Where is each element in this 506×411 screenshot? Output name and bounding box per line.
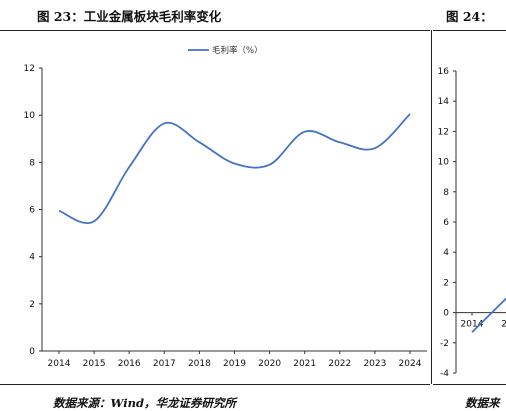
figure-divider: [431, 30, 432, 384]
right-y-tick-label: 2: [443, 278, 449, 288]
legend-label: 毛利率（%）: [212, 45, 263, 56]
left-x-tick-label: 2020: [258, 359, 281, 369]
right-y-tick-label: 4: [443, 248, 449, 258]
left-x-tick-label: 2024: [399, 359, 422, 369]
left-x-tick-label: 2015: [83, 359, 106, 369]
right-x-tick-label: 2014: [461, 320, 484, 330]
right-y-tick-label: -2: [440, 339, 449, 349]
right-y-tick-label: 10: [438, 158, 450, 168]
right-x-tick-label: 20: [501, 320, 506, 330]
left-x-tick-label: 2022: [328, 359, 351, 369]
left-x-tick-label: 2016: [118, 359, 141, 369]
left-y-tick-label: 8: [29, 158, 35, 168]
right-y-tick-label: 8: [443, 188, 449, 198]
right-figure-title: 图 24：: [446, 9, 493, 24]
left-figure-title: 图 23：工业金属板块毛利率变化: [37, 9, 222, 24]
left-source-note: 数据来源：Wind，华龙证券研究所: [53, 396, 236, 410]
left-x-tick-label: 2019: [223, 359, 246, 369]
right-y-tick-label: 14: [438, 97, 450, 107]
left-x-tick-label: 2017: [153, 359, 176, 369]
left-y-tick-label: 0: [29, 347, 35, 357]
left-y-tick-label: 2: [29, 300, 35, 310]
right-y-tick-label: 6: [443, 218, 449, 228]
left-x-tick-label: 2021: [293, 359, 316, 369]
bottom-rule-right: [433, 384, 506, 385]
left-y-tick-label: 4: [29, 253, 35, 263]
bottom-rule-left: [0, 384, 430, 385]
right-y-tick-label: -4: [440, 369, 449, 379]
left-x-tick-label: 2014: [48, 359, 71, 369]
right-series-line: [471, 297, 506, 333]
left-y-tick-label: 10: [24, 111, 36, 121]
right-y-tick-label: 16: [438, 67, 450, 77]
right-y-tick-label: 0: [443, 309, 449, 319]
top-rule-left: [0, 30, 430, 31]
left-x-tick-label: 2018: [188, 359, 211, 369]
top-rule-right: [433, 30, 506, 31]
right-source-note: 数据来: [465, 396, 500, 410]
left-x-tick-label: 2023: [363, 359, 386, 369]
left-y-tick-label: 12: [24, 64, 35, 74]
left-y-tick-label: 6: [29, 206, 35, 216]
right-y-tick-label: 12: [438, 127, 449, 137]
left-series-line: [58, 113, 411, 224]
